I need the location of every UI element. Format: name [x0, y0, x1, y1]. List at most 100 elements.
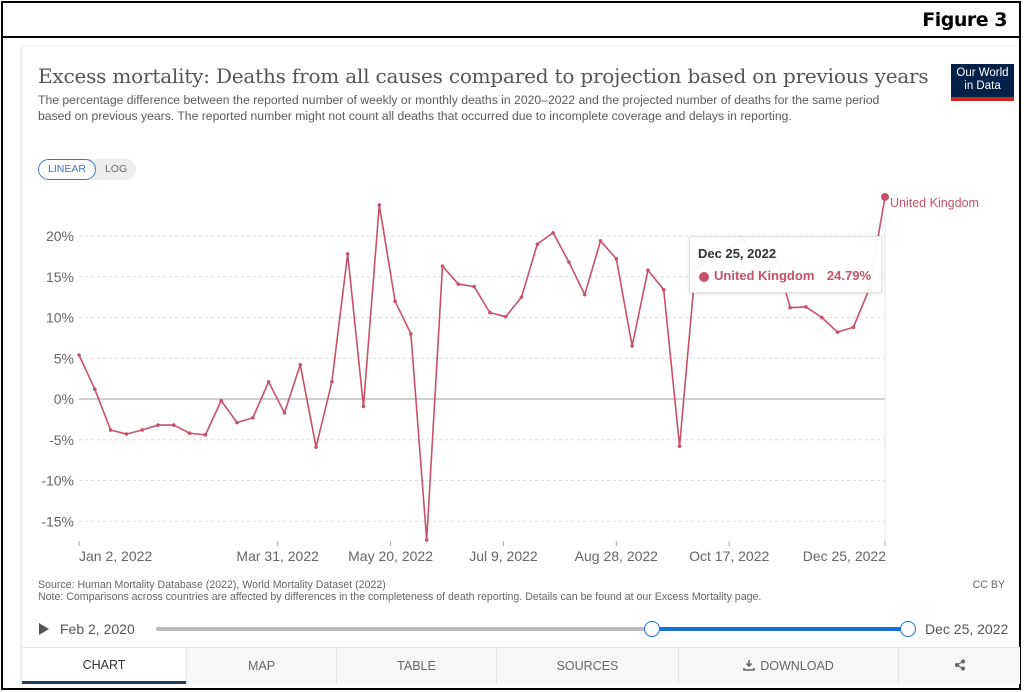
bottom-tabs: CHART MAP TABLE SOURCES DOWNLOAD — [22, 647, 1020, 684]
data-point — [551, 230, 555, 235]
y-axis-labels: -15% -10% -5% 0% 5% 10% 15% 20% — [41, 228, 74, 529]
data-point — [661, 287, 666, 292]
data-point — [409, 332, 413, 336]
data-point — [804, 305, 808, 309]
x-tick-label: Jul 9, 2022 — [469, 548, 538, 564]
tab-download[interactable]: DOWNLOAD — [678, 648, 898, 684]
download-icon — [743, 659, 755, 674]
tab-map[interactable]: MAP — [186, 648, 336, 684]
tooltip-date: Dec 25, 2022 — [698, 246, 777, 261]
data-point — [156, 423, 160, 427]
chart-title: Excess mortality: Deaths from all causes… — [38, 64, 929, 88]
timeline-track[interactable] — [156, 621, 916, 637]
tab-share[interactable] — [898, 648, 1020, 684]
data-point — [203, 433, 208, 437]
data-point — [266, 380, 271, 384]
data-point — [851, 325, 856, 330]
data-point — [456, 282, 461, 286]
data-point — [646, 268, 650, 273]
data-point — [819, 315, 824, 320]
data-point — [187, 431, 192, 436]
tab-table-label: TABLE — [397, 659, 436, 673]
source-text: Source: Human Mortality Database (2022),… — [38, 579, 386, 591]
data-point — [172, 423, 176, 427]
data-point — [488, 310, 492, 315]
data-point — [519, 295, 524, 299]
y-tick-label: 5% — [54, 350, 74, 366]
grid-lines — [79, 217, 886, 544]
logo-line2: in Data — [964, 80, 1001, 92]
tab-chart-label: CHART — [82, 657, 126, 672]
note-text: Note: Comparisons across countries are a… — [38, 591, 762, 603]
data-point — [567, 260, 571, 264]
data-point — [93, 387, 97, 392]
highlighted-point — [881, 192, 889, 201]
tooltip-series-dot-icon — [699, 272, 709, 282]
x-axis: Jan 2, 2022 Mar 31, 2022 May 20, 2022 Jul 9… — [78, 541, 886, 564]
data-point — [108, 428, 113, 432]
timeline-start-label: Feb 2, 2020 — [60, 621, 135, 637]
logo-line1: Our World — [956, 67, 1009, 79]
data-point — [614, 257, 619, 261]
tab-download-label: DOWNLOAD — [760, 659, 834, 673]
log-scale-button[interactable]: LOG — [104, 163, 128, 175]
data-point — [440, 264, 445, 268]
data-point — [77, 353, 81, 357]
tab-table[interactable]: TABLE — [336, 648, 496, 684]
data-point — [235, 420, 239, 425]
timeline-start-handle[interactable] — [644, 621, 661, 637]
timeline-end-label: Dec 25, 2022 — [925, 621, 1009, 637]
y-tick-label: 10% — [46, 310, 74, 326]
tab-sources-label: SOURCES — [556, 659, 619, 673]
series-end-label[interactable]: United Kingdom — [890, 196, 979, 210]
data-point — [424, 538, 429, 542]
data-point — [835, 330, 840, 334]
data-point — [598, 239, 603, 243]
x-tick-label: Dec 25, 2022 — [803, 548, 886, 564]
data-point — [140, 428, 145, 432]
data-point — [377, 203, 382, 207]
data-point — [503, 314, 508, 319]
play-icon[interactable] — [39, 623, 49, 635]
data-point — [535, 242, 540, 246]
data-point — [345, 252, 350, 256]
data-point — [361, 404, 366, 409]
chart-source: Source: Human Mortality Database (2022),… — [38, 579, 761, 603]
linear-scale-button[interactable]: LINEAR — [38, 159, 96, 180]
data-point — [251, 415, 255, 420]
scale-toggle: LINEAR LOG — [38, 159, 137, 180]
x-tick-label: Oct 17, 2022 — [689, 548, 769, 564]
x-tick-label: Aug 28, 2022 — [575, 548, 659, 564]
x-tick-label: Mar 31, 2022 — [236, 548, 319, 564]
y-tick-label: 15% — [46, 269, 74, 285]
data-point — [282, 411, 287, 415]
chart-card: Excess mortality: Deaths from all causes… — [21, 47, 1020, 684]
share-icon — [954, 659, 966, 674]
data-point — [630, 344, 634, 348]
tooltip: Dec 25, 2022 United Kingdom 24.79% — [689, 236, 882, 293]
timeline-end-handle[interactable] — [900, 621, 916, 637]
y-tick-label: 0% — [54, 391, 74, 407]
data-point — [219, 398, 224, 403]
tooltip-value: 24.79% — [826, 268, 871, 283]
x-tick-label: May 20, 2022 — [348, 548, 433, 564]
y-tick-label: -10% — [41, 473, 74, 489]
tab-map-label: MAP — [247, 659, 276, 673]
tooltip-series-name: United Kingdom — [714, 268, 815, 283]
owid-logo[interactable]: Our World in Data — [951, 64, 1014, 101]
y-tick-label: 20% — [46, 228, 74, 244]
y-tick-label: -15% — [41, 513, 74, 529]
x-tick-label: Jan 2, 2022 — [79, 548, 152, 564]
tab-sources[interactable]: SOURCES — [496, 648, 678, 684]
data-point — [314, 445, 318, 449]
tab-chart[interactable]: CHART — [22, 648, 186, 684]
data-point — [677, 444, 682, 449]
timeline-selected-range — [652, 627, 908, 631]
data-point — [298, 362, 303, 367]
license-link[interactable]: CC BY — [972, 579, 1005, 591]
chart-subtitle: The percentage difference between the re… — [38, 93, 880, 123]
data-point — [330, 380, 334, 384]
data-point — [582, 292, 587, 297]
y-tick-label: -5% — [49, 432, 74, 448]
